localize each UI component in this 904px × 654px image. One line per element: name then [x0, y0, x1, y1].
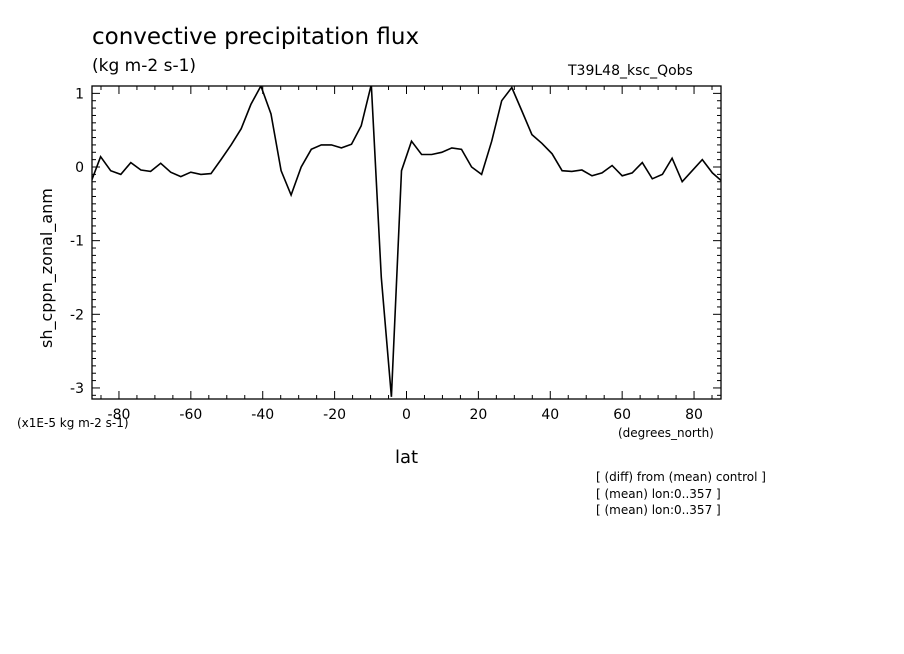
y-tick-label: 1 [75, 86, 84, 102]
x-tick-label: 40 [541, 407, 559, 423]
chart-title: convective precipitation flux [92, 24, 420, 50]
tick-labels: -80 -60 -40 -20 0 20 40 60 80 -3 -2 -1 0 1 [70, 86, 703, 423]
chart-subtitle-units: (kg m-2 s-1) [92, 56, 197, 76]
note-line-1: [ (diff) from (mean) control ] [596, 470, 766, 484]
x-tick-label: 0 [402, 407, 411, 423]
plot-frame [91, 85, 722, 400]
run-name-label: T39L48_ksc_Qobs [568, 63, 693, 79]
y-axis-label: sh_cppn_zonal_anm [37, 188, 56, 348]
y-tick-label: -1 [70, 234, 84, 250]
plot-border [91, 85, 722, 400]
data-series [92, 86, 721, 397]
scale-note: (x1E-5 kg m-2 s-1) [17, 416, 129, 430]
y-tick-label: -2 [70, 307, 84, 323]
x-tick-label: 80 [685, 407, 703, 423]
note-line-2: [ (mean) lon:0..357 ] [596, 487, 721, 501]
x-tick-label: -20 [323, 407, 346, 423]
x-axis-units: (degrees_north) [618, 426, 714, 440]
y-tick-label: -3 [70, 381, 84, 397]
x-tick-label: -80 [108, 407, 131, 423]
axis-ticks [92, 85, 721, 399]
x-tick-label: 60 [613, 407, 631, 423]
note-line-3: [ (mean) lon:0..357 ] [596, 503, 721, 517]
series-line [92, 86, 721, 397]
x-tick-label: 20 [469, 407, 487, 423]
x-tick-label: -60 [179, 407, 202, 423]
x-tick-label: -40 [251, 407, 274, 423]
y-tick-label: 0 [75, 160, 84, 176]
x-axis-label: lat [395, 447, 419, 468]
